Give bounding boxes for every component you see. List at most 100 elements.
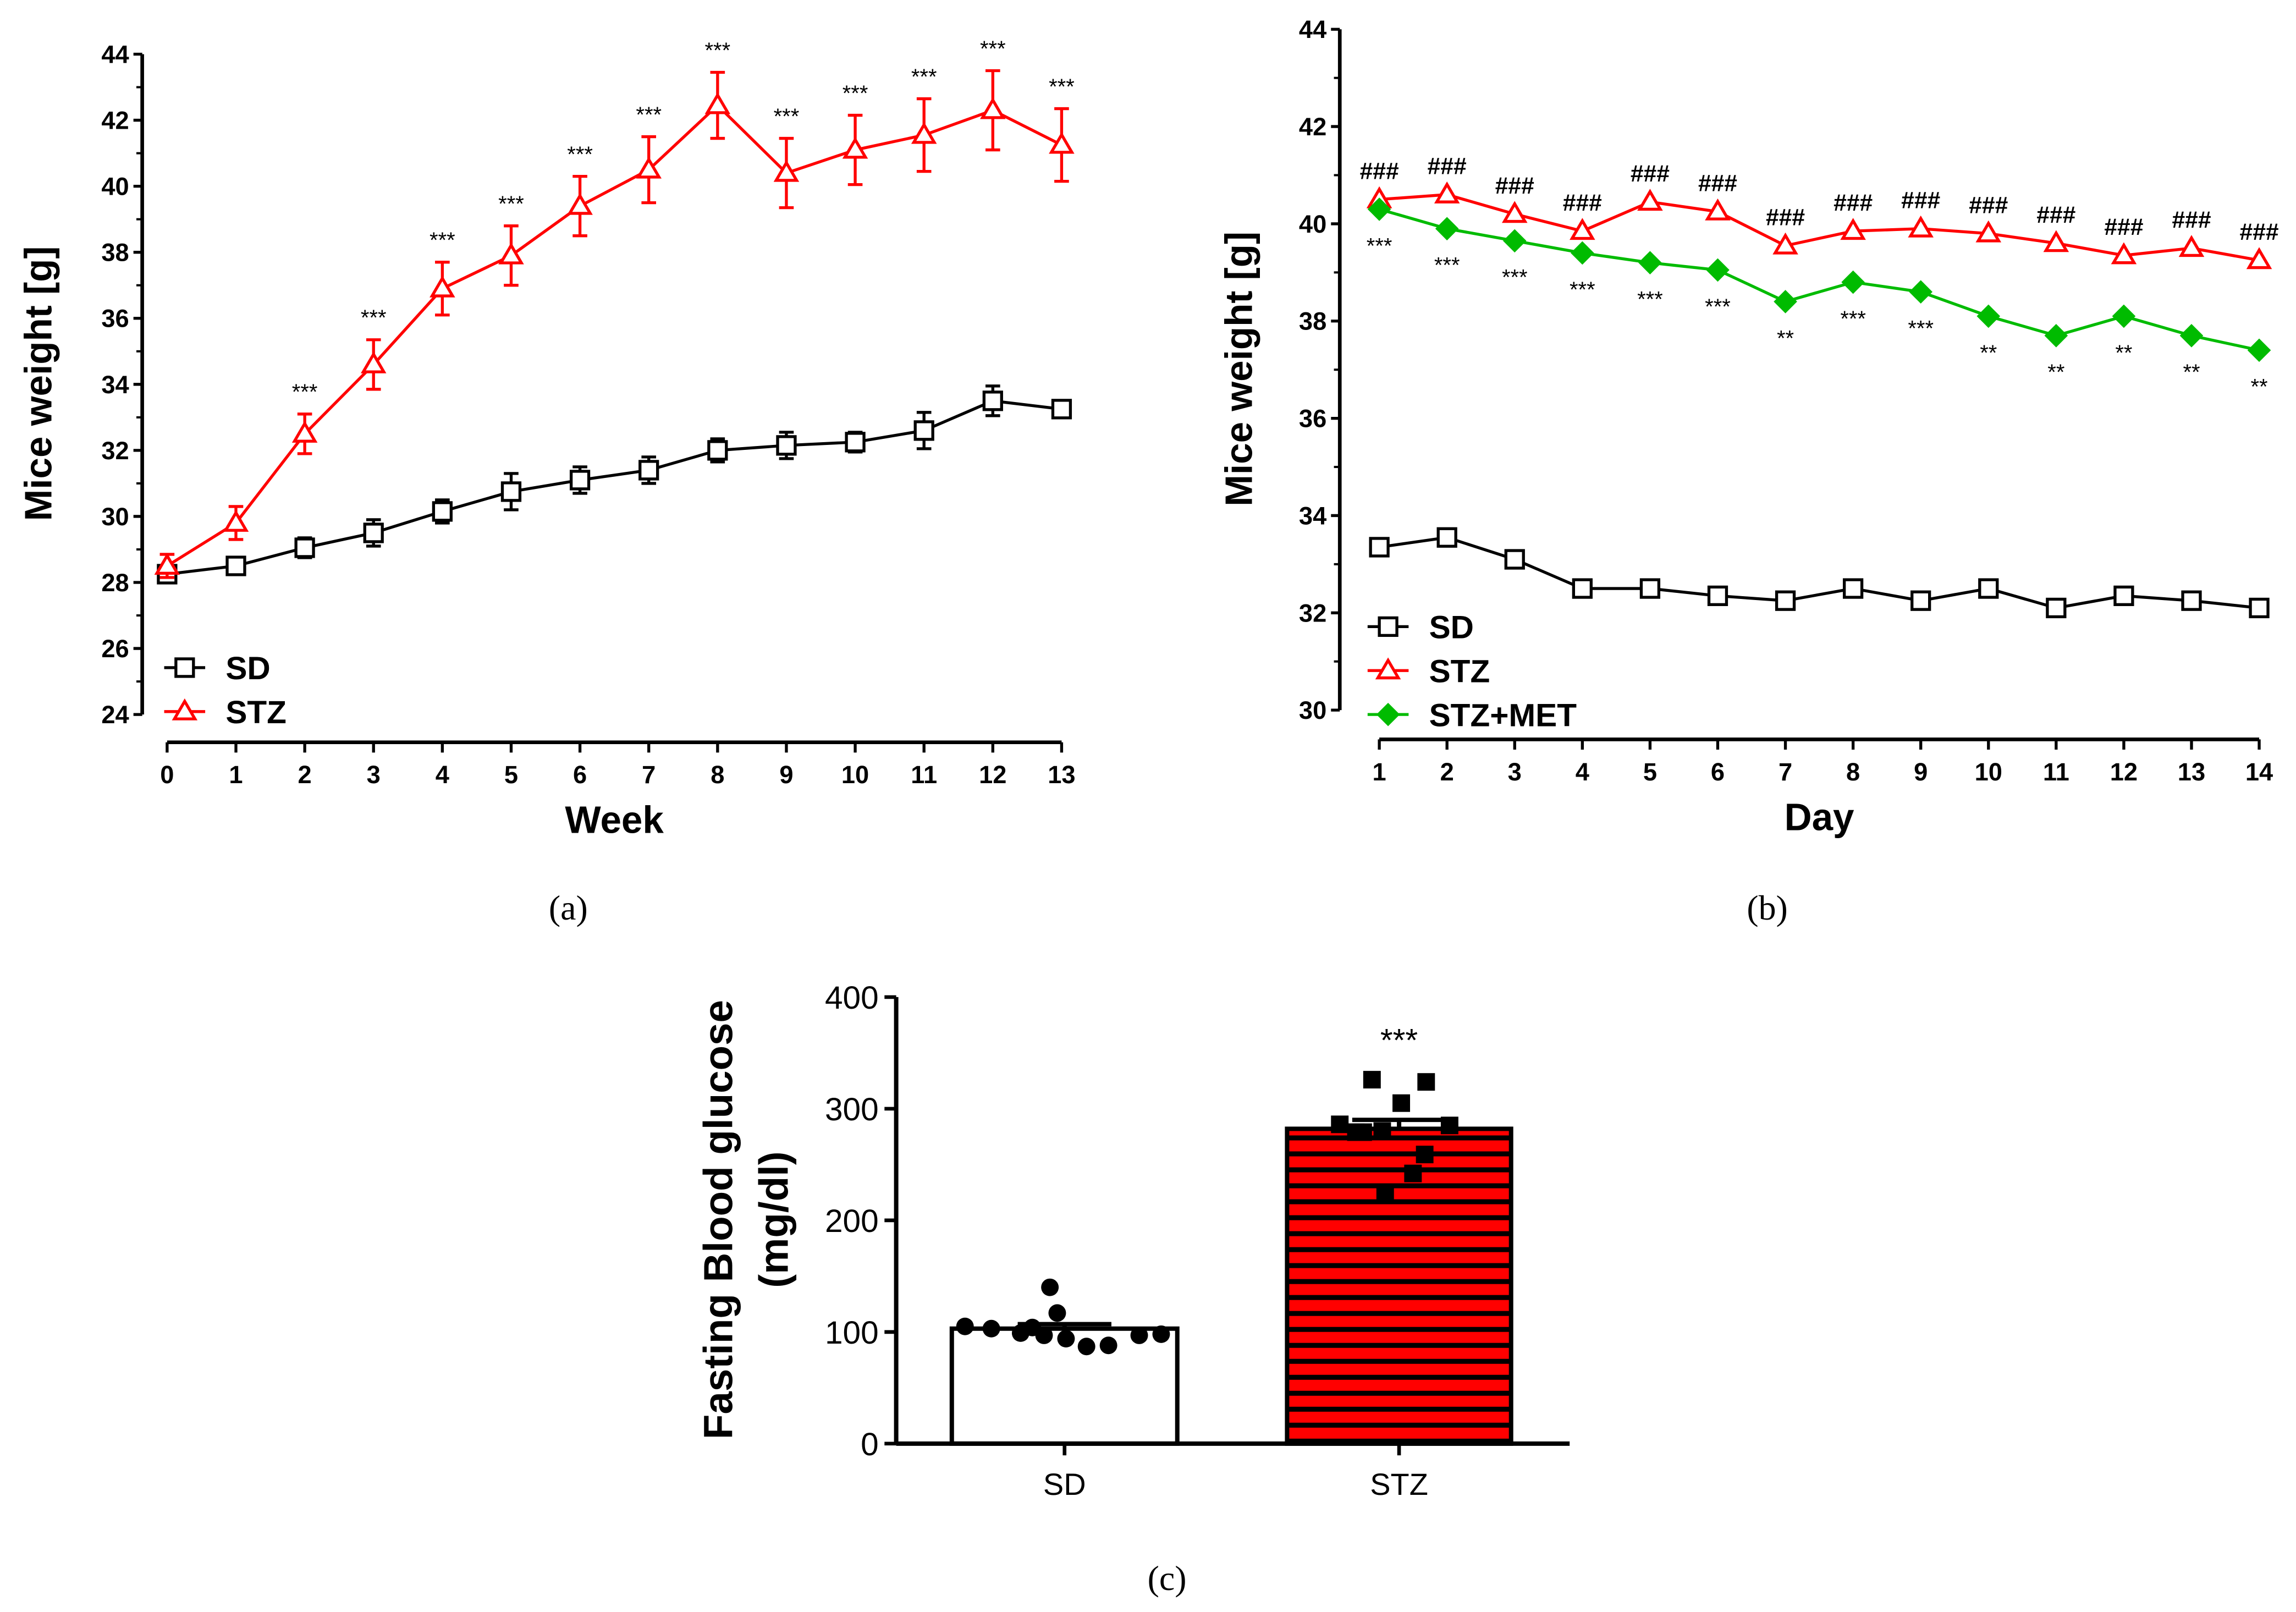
star-significance-label: ***	[1570, 278, 1595, 302]
y-tick-label: 36	[1299, 405, 1326, 433]
data-point	[1152, 1325, 1170, 1343]
data-point	[294, 537, 315, 558]
data-point	[1077, 1338, 1095, 1356]
star-significance-label: ***	[1637, 288, 1663, 312]
data-point	[1841, 270, 1865, 294]
y-tick-label: 200	[825, 1203, 879, 1239]
series-line	[166, 103, 1062, 568]
y-tick-label: 36	[101, 305, 129, 333]
hash-significance-label: ###	[2036, 202, 2075, 228]
data-point	[225, 555, 246, 576]
x-tick-label: 11	[911, 761, 937, 789]
y-tick-label: 400	[825, 980, 879, 1016]
y-tick-label: 30	[101, 503, 129, 531]
star-significance-label: ***	[1434, 254, 1460, 278]
x-tick-label: 8	[1846, 758, 1860, 786]
legend-marker	[1378, 616, 1398, 637]
data-point	[1369, 537, 1390, 558]
star-significance-label: ***	[1908, 317, 1934, 341]
legend-marker	[1376, 702, 1400, 727]
significance-label: ***	[498, 192, 524, 216]
legend-marker	[174, 657, 195, 678]
data-point	[1417, 1073, 1435, 1091]
x-tick-label: 6	[1711, 758, 1725, 786]
x-tick-label: 11	[2043, 758, 2069, 786]
star-significance-label: **	[1980, 341, 1997, 365]
significance-label: ***	[430, 228, 455, 252]
data-point	[1373, 1122, 1391, 1140]
x-tick-label: 5	[504, 761, 518, 789]
hash-significance-label: ###	[1698, 170, 1737, 197]
series-line	[1379, 536, 2260, 610]
series-stz	[1366, 181, 2272, 269]
data-point	[291, 420, 318, 443]
data-point	[1706, 258, 1730, 282]
x-tick-label: 3	[367, 761, 381, 789]
data-point	[2046, 597, 2067, 619]
legend-marker	[1375, 657, 1401, 680]
x-tick-label: 14	[2245, 758, 2273, 786]
y-tick-label: 40	[101, 173, 129, 201]
bar-stz	[1285, 1126, 1513, 1446]
data-point	[2111, 242, 2137, 265]
data-point	[707, 440, 728, 461]
x-tick-label: SD	[1043, 1467, 1086, 1501]
y-tick-label: 24	[101, 701, 129, 729]
data-point	[1570, 218, 1595, 240]
data-point	[223, 510, 249, 532]
hash-significance-label: ###	[1428, 153, 1467, 180]
data-point	[1775, 590, 1796, 611]
data-point	[2249, 597, 2270, 619]
data-point	[500, 481, 522, 502]
data-point	[432, 501, 453, 522]
panel-b-caption: (b)	[1747, 888, 1787, 927]
significance-label: ***	[705, 38, 731, 63]
data-point	[1048, 1304, 1066, 1322]
data-point	[842, 136, 868, 159]
star-significance-label: **	[2115, 341, 2132, 365]
x-tick-label: STZ	[1370, 1467, 1428, 1501]
x-tick-label: 3	[1508, 758, 1522, 786]
legend-label: STZ+MET	[1429, 697, 1577, 733]
y-tick-label: 0	[861, 1427, 879, 1462]
data-point	[1130, 1326, 1148, 1344]
significance-label: ***	[843, 81, 868, 106]
data-point	[1376, 1185, 1394, 1203]
significance-label: ***	[774, 104, 800, 129]
x-tick-label: 5	[1643, 758, 1657, 786]
data-point	[1705, 198, 1731, 221]
data-point	[1910, 590, 1931, 611]
data-point	[1416, 1146, 1434, 1164]
data-point	[1501, 201, 1528, 223]
data-point	[2043, 230, 2069, 252]
data-point	[956, 1317, 974, 1335]
significance-label: ***	[1049, 75, 1075, 99]
y-tick-label: 34	[101, 371, 129, 399]
hash-significance-label: ###	[2172, 207, 2211, 233]
series-line	[1379, 207, 2260, 352]
hash-significance-label: ###	[2104, 214, 2143, 240]
x-tick-label: 9	[1914, 758, 1928, 786]
data-point	[1842, 578, 1864, 599]
data-point	[1057, 1330, 1075, 1348]
data-point	[2179, 323, 2204, 348]
star-significance-label: ***	[1502, 266, 1528, 290]
y-tick-label: 30	[1299, 696, 1326, 724]
data-point	[1440, 1116, 1458, 1135]
x-tick-label: 10	[841, 761, 869, 789]
x-tick-label: 2	[298, 761, 312, 789]
y-tick-label: 38	[101, 239, 129, 267]
error-bar	[1352, 1118, 1446, 1129]
data-point	[2044, 323, 2068, 348]
x-tick-label: 1	[1373, 758, 1386, 786]
x-axis-title: Day	[1785, 795, 1854, 838]
data-point	[430, 275, 455, 298]
x-tick-label: 9	[779, 761, 793, 789]
significance-label: ***	[292, 380, 318, 404]
series-line	[1379, 193, 2260, 262]
hash-significance-label: ###	[1563, 190, 1602, 216]
x-tick-label: 10	[1975, 758, 2002, 786]
x-tick-label: 7	[642, 761, 656, 789]
